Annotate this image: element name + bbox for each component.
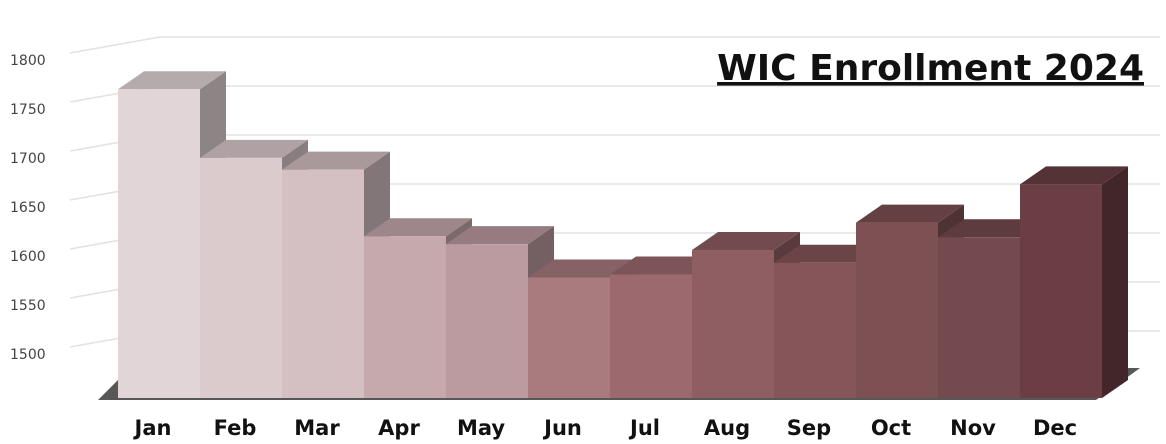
bar [692, 250, 774, 398]
y-tick-label: 1600 [10, 249, 46, 265]
bar-top [364, 218, 472, 237]
bar [118, 89, 200, 399]
bar [364, 236, 446, 398]
x-tick-label: Nov [950, 416, 996, 440]
bar [774, 262, 856, 398]
bar-top [446, 226, 554, 245]
y-tick-label: 1500 [10, 347, 46, 363]
x-tick-label: Feb [214, 416, 257, 440]
bar [282, 169, 364, 398]
x-tick-label: May [457, 416, 505, 440]
bar [446, 244, 528, 398]
bar [856, 222, 938, 398]
x-tick-label: Aug [704, 416, 750, 440]
y-tick-label: 1650 [10, 200, 46, 216]
grid-line [69, 36, 1160, 54]
x-tick-label: Mar [294, 416, 340, 440]
y-tick-label: 1750 [10, 102, 46, 118]
bar [528, 277, 610, 398]
x-tick-label: Dec [1033, 416, 1077, 440]
bar-top [856, 204, 964, 223]
bar-side [1102, 166, 1128, 398]
x-tick-label: Apr [378, 416, 420, 440]
bar [1020, 184, 1102, 398]
x-tick-label: Jul [628, 416, 660, 440]
y-tick-label: 1800 [10, 53, 46, 69]
bar [200, 157, 282, 398]
bar-top [774, 244, 882, 263]
chart-title: WIC Enrollment 2024 [717, 48, 1144, 89]
bar-top [692, 232, 800, 251]
bar-top [528, 259, 636, 278]
bar-top [610, 256, 718, 275]
x-tick-label: Oct [871, 416, 911, 440]
bar [938, 237, 1020, 398]
y-tick-label: 1550 [10, 298, 46, 314]
bar-top [200, 139, 308, 158]
bar-top [282, 151, 390, 170]
bar [610, 274, 692, 398]
x-tick-label: Jan [133, 416, 172, 440]
bar-top [118, 71, 226, 90]
y-tick-label: 1700 [10, 151, 46, 167]
x-tick-label: Jun [542, 416, 582, 440]
x-tick-label: Sep [787, 416, 831, 440]
bar-top [1020, 166, 1128, 185]
bar-top [938, 219, 1046, 238]
